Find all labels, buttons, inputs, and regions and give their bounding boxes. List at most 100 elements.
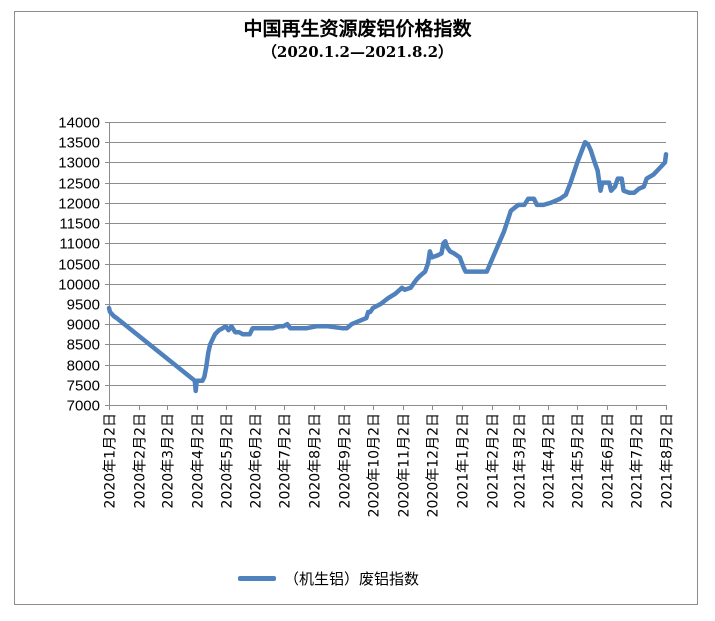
data-point — [613, 185, 617, 189]
data-point — [229, 324, 233, 328]
data-point — [558, 197, 562, 201]
data-point — [575, 160, 579, 164]
data-point — [659, 164, 663, 169]
data-point — [436, 253, 440, 257]
data-point — [200, 379, 205, 383]
data-point — [386, 296, 391, 300]
data-point — [393, 292, 397, 296]
data-point — [251, 326, 255, 330]
data-point — [368, 310, 372, 314]
data-point — [514, 205, 518, 209]
data-point — [261, 326, 265, 330]
data-point — [350, 322, 354, 326]
y-tick-label: 11000 — [59, 236, 100, 253]
data-point — [409, 286, 413, 290]
y-tick-label: 8500 — [67, 337, 100, 354]
y-tick-label: 12000 — [58, 196, 100, 213]
data-point — [622, 189, 626, 193]
y-tick-label: 14000 — [58, 115, 100, 132]
data-point — [213, 332, 217, 336]
data-point — [278, 324, 282, 328]
data-point — [645, 177, 649, 181]
x-tick-label: 2021年2月2日 — [486, 413, 502, 508]
data-point — [443, 239, 447, 243]
x-tick-label: 2020年11月2日 — [397, 413, 413, 517]
data-point — [664, 152, 668, 156]
x-tick-label: 2021年1月2日 — [456, 413, 472, 508]
data-point — [548, 201, 553, 205]
y-tick-label: 10500 — [58, 257, 100, 274]
data-point — [651, 173, 656, 177]
data-point — [359, 318, 364, 322]
data-point — [115, 316, 119, 320]
data-point — [107, 306, 111, 310]
x-tick-label: 2021年4月2日 — [542, 413, 558, 508]
data-point — [452, 251, 456, 255]
chart-title: 中国再生资源废铝价格指数 — [243, 18, 472, 40]
data-point — [642, 185, 646, 189]
y-tick-label: 11500 — [59, 216, 100, 233]
data-point — [379, 302, 383, 306]
data-point — [208, 342, 212, 346]
x-axis-tick-labels: 2020年1月2日 2020年2月2日 2020年3月2日 2020年4月2日 2020… — [103, 413, 676, 517]
data-point — [237, 330, 241, 334]
legend-swatch — [238, 575, 276, 581]
x-tick-label: 2020年4月2日 — [191, 413, 207, 508]
data-point — [195, 379, 199, 383]
data-point — [564, 193, 568, 197]
data-point — [430, 255, 434, 259]
y-tick-label: 9000 — [67, 317, 100, 334]
y-tick-label: 7000 — [67, 398, 100, 415]
data-point — [364, 316, 368, 320]
data-point — [206, 350, 210, 354]
data-point — [217, 328, 221, 332]
x-tick-label: 2021年5月2日 — [571, 413, 587, 508]
data-point — [583, 140, 587, 144]
data-point — [509, 209, 513, 213]
y-tick-label: 12500 — [58, 176, 100, 193]
data-point — [526, 197, 530, 201]
data-point — [202, 375, 206, 379]
data-point — [281, 324, 285, 328]
data-point — [589, 148, 593, 152]
legend-label: （机生铝）废铝指数 — [284, 569, 420, 588]
y-tick-label: 8000 — [67, 358, 100, 375]
x-tick-label: 2020年2月2日 — [133, 413, 149, 508]
data-point — [627, 191, 632, 195]
x-tick-label: 2021年3月2日 — [513, 413, 529, 508]
data-point — [445, 245, 449, 249]
data-point — [248, 332, 252, 336]
series-group — [106, 139, 669, 394]
data-point — [632, 191, 636, 195]
x-tick-label: 2021年8月2日 — [660, 413, 676, 508]
data-point — [462, 265, 466, 270]
data-point — [472, 270, 476, 274]
x-tick-label: 2021年6月2日 — [601, 413, 617, 508]
data-point — [403, 288, 407, 292]
data-point — [340, 326, 344, 330]
data-point — [569, 181, 573, 185]
data-point — [315, 324, 319, 328]
data-point — [609, 189, 613, 193]
data-point — [271, 326, 275, 330]
data-point — [241, 332, 245, 336]
data-point — [522, 203, 526, 207]
data-point — [414, 278, 418, 282]
data-point — [233, 330, 237, 334]
data-point — [194, 389, 198, 393]
data-point — [112, 314, 116, 318]
x-tick-label: 2020年1月2日 — [103, 413, 119, 508]
data-point — [110, 312, 114, 316]
data-point — [439, 251, 444, 255]
y-tick-label: 7500 — [67, 378, 100, 395]
data-point — [288, 326, 292, 330]
data-point — [204, 365, 208, 369]
data-point — [411, 282, 416, 286]
data-point — [423, 270, 427, 274]
data-point — [295, 326, 299, 330]
data-point — [620, 177, 624, 181]
x-axis — [109, 122, 667, 410]
gridlines — [105, 122, 666, 406]
data-point — [485, 270, 489, 274]
y-tick-label: 13500 — [58, 135, 100, 152]
